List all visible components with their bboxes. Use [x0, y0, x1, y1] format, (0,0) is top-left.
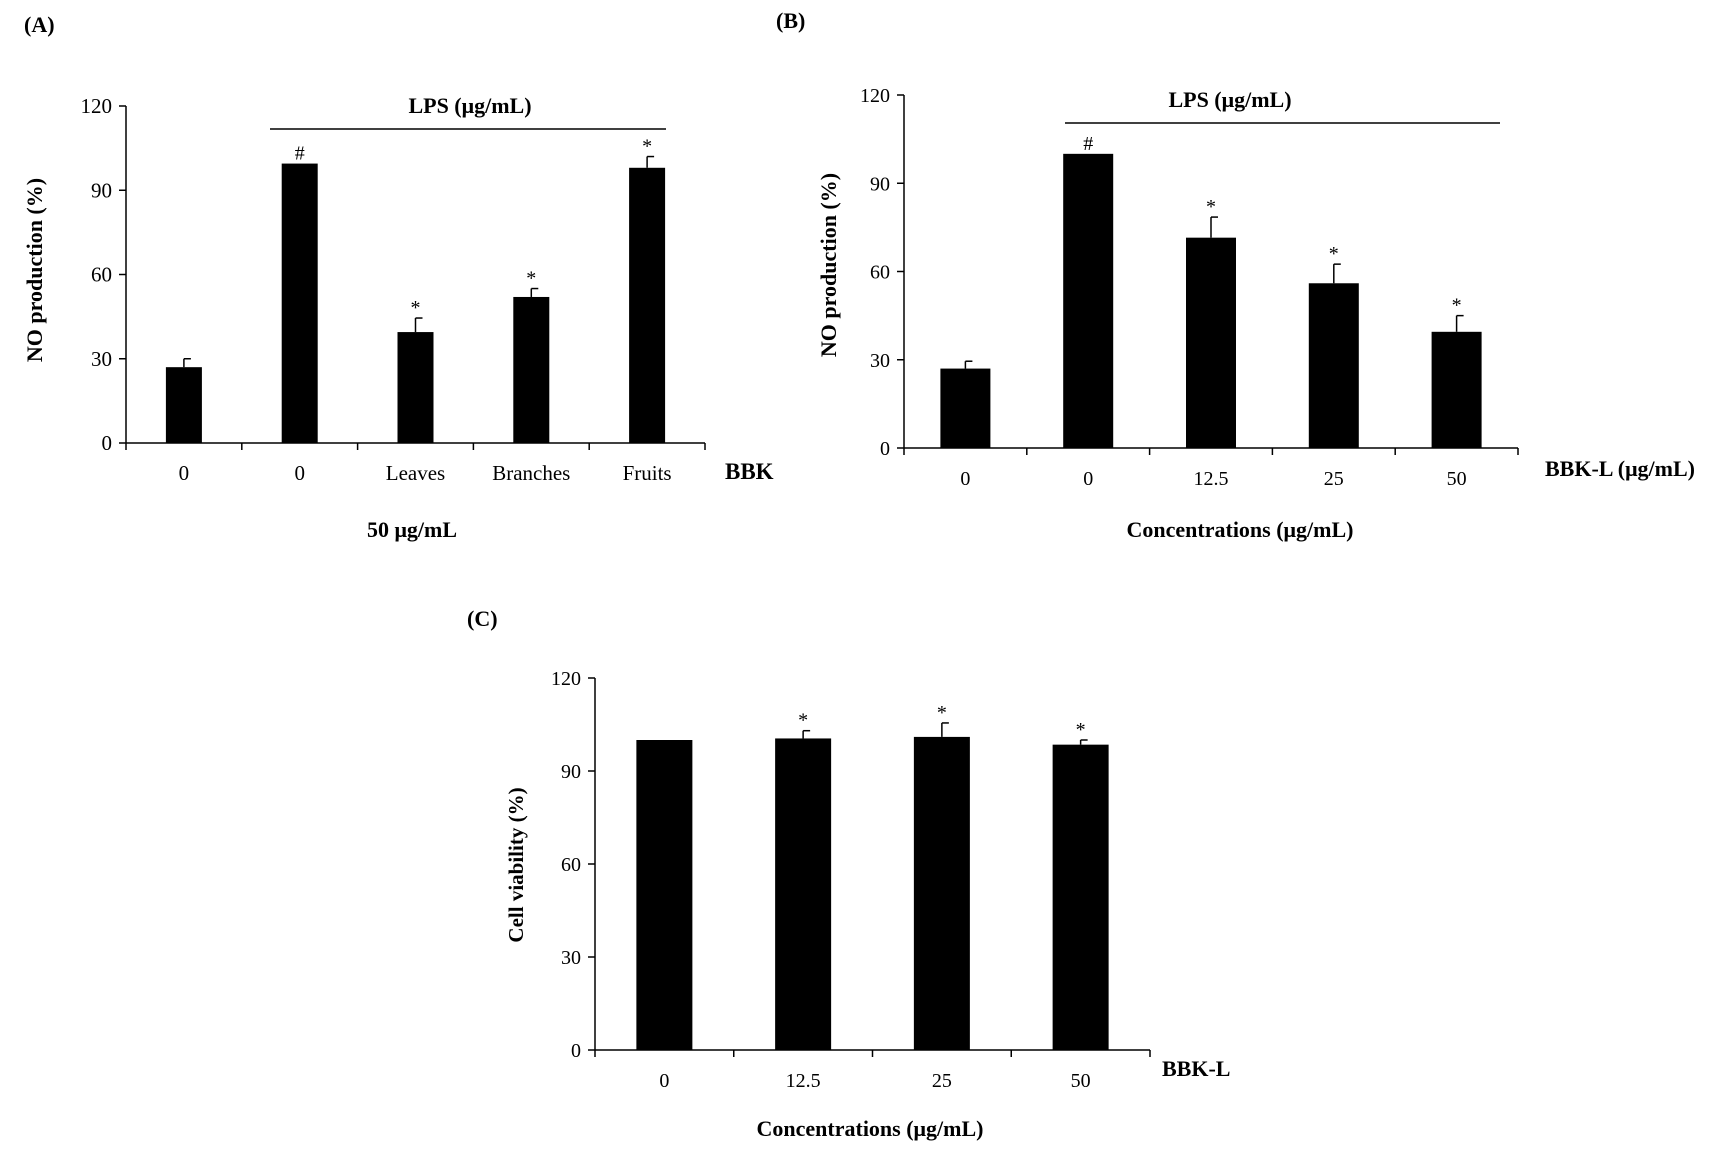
panel-c-x-tick-label: 25: [932, 1070, 952, 1092]
panel-a-label: (A): [24, 12, 55, 37]
panel-a-significance-marker: *: [642, 136, 652, 158]
panel-a-plot: 0 30 60 90 120 0 #0 * Leaves * Branches * Fruits: [81, 94, 706, 485]
panel-b: (B) NO production (%) LPS (μg/mL) BBK-L …: [776, 8, 1695, 542]
panel-c-significance-marker: *: [1076, 719, 1086, 741]
panel-c-x-tick-label: 50: [1071, 1070, 1091, 1092]
panel-a-y-tick-label: 60: [91, 263, 112, 287]
panel-c-label: (C): [467, 606, 498, 631]
panel-a-x-tick-label: Fruits: [623, 461, 672, 485]
panel-a-y-tick-label: 120: [81, 94, 113, 118]
panel-c-x-axis-label: Concentrations (μg/mL): [757, 1116, 984, 1141]
panel-c-significance-marker: *: [798, 710, 808, 732]
panel-a-axis-suffix: BBK: [725, 459, 774, 484]
panel-a-bar: [397, 332, 434, 443]
panel-b-significance-marker: *: [1206, 196, 1216, 218]
panel-b-bar: [1186, 237, 1236, 448]
panel-b-significance-marker: *: [1329, 243, 1339, 265]
panel-b-plot: 0 30 60 90 120 0 #0 * 12.5 * 25 * 50: [860, 85, 1519, 490]
panel-c-y-tick-label: 30: [561, 947, 581, 969]
panel-b-significance-marker: #: [1083, 133, 1093, 155]
panel-c-x-tick-label: 12.5: [786, 1070, 821, 1092]
panel-a: (A) NO production (%) LPS (μg/mL) BBK 50…: [22, 12, 774, 542]
panel-c-y-tick-label: 120: [551, 668, 581, 690]
panel-c-x-tick-label: 0: [659, 1070, 669, 1092]
panel-b-significance-marker: *: [1452, 295, 1462, 317]
panel-a-y-tick-label: 0: [102, 431, 113, 455]
panel-b-x-tick-label: 0: [1083, 468, 1093, 490]
panel-c-bar: [775, 738, 832, 1050]
panel-a-x-tick-label: Branches: [492, 461, 570, 485]
panel-b-group-label: LPS (μg/mL): [1168, 87, 1291, 112]
panel-a-bar: [165, 367, 202, 443]
panel-c-y-tick-label: 90: [561, 761, 581, 783]
panel-c-y-tick-label: 0: [571, 1040, 581, 1062]
panel-c-y-axis-label: Cell viability (%): [504, 787, 528, 942]
panel-a-y-tick-label: 30: [91, 347, 112, 371]
panel-b-x-tick-label: 50: [1447, 468, 1467, 490]
panel-c-significance-marker: *: [937, 702, 947, 724]
panel-a-bar: [513, 296, 550, 443]
panel-b-bar: [1431, 331, 1482, 448]
panel-b-x-tick-label: 25: [1324, 468, 1344, 490]
panel-a-x-tick-label: 0: [179, 461, 190, 485]
panel-b-bar: [1063, 153, 1114, 449]
panel-a-x-tick-label: 0: [294, 461, 305, 485]
panel-b-y-tick-label: 0: [880, 438, 890, 460]
panel-b-x-axis-label: Concentrations (μg/mL): [1127, 517, 1354, 542]
panel-a-group-label: LPS (μg/mL): [408, 93, 531, 118]
panel-c: (C) Cell viability (%) BBK-L Concentrati…: [467, 606, 1230, 1141]
panel-a-x-tick-label: Leaves: [386, 461, 445, 485]
panel-c-plot: 0 30 60 90 120 0 * 12.5 * 25 * 50: [551, 668, 1151, 1092]
panel-b-y-tick-label: 90: [870, 173, 890, 195]
panel-a-bar: [281, 163, 318, 443]
panel-c-bar: [1052, 744, 1109, 1050]
panel-b-y-tick-label: 30: [870, 350, 890, 372]
panel-b-bar: [1308, 283, 1359, 448]
panel-b-x-tick-label: 12.5: [1194, 468, 1229, 490]
panel-c-axis-suffix: BBK-L: [1162, 1056, 1230, 1081]
panel-a-x-axis-label: 50 μg/mL: [367, 517, 457, 542]
panel-b-y-tick-label: 60: [870, 262, 890, 284]
panel-b-label: (B): [776, 8, 805, 33]
panel-b-y-tick-label: 120: [860, 85, 890, 107]
panel-a-y-tick-label: 90: [91, 178, 112, 202]
panel-b-axis-suffix: BBK-L (μg/mL): [1545, 456, 1695, 481]
panel-c-y-tick-label: 60: [561, 854, 581, 876]
panel-a-significance-marker: *: [411, 297, 421, 319]
panel-c-bar: [636, 740, 693, 1050]
panel-a-y-axis-label: NO production (%): [22, 178, 47, 362]
panel-a-bar: [629, 167, 666, 444]
panel-b-y-axis-label: NO production (%): [816, 173, 841, 357]
panel-b-x-tick-label: 0: [960, 468, 970, 490]
panel-b-bar: [940, 368, 991, 448]
panel-a-significance-marker: #: [295, 143, 305, 165]
panel-a-significance-marker: *: [526, 268, 536, 290]
panel-c-bar: [913, 736, 970, 1050]
